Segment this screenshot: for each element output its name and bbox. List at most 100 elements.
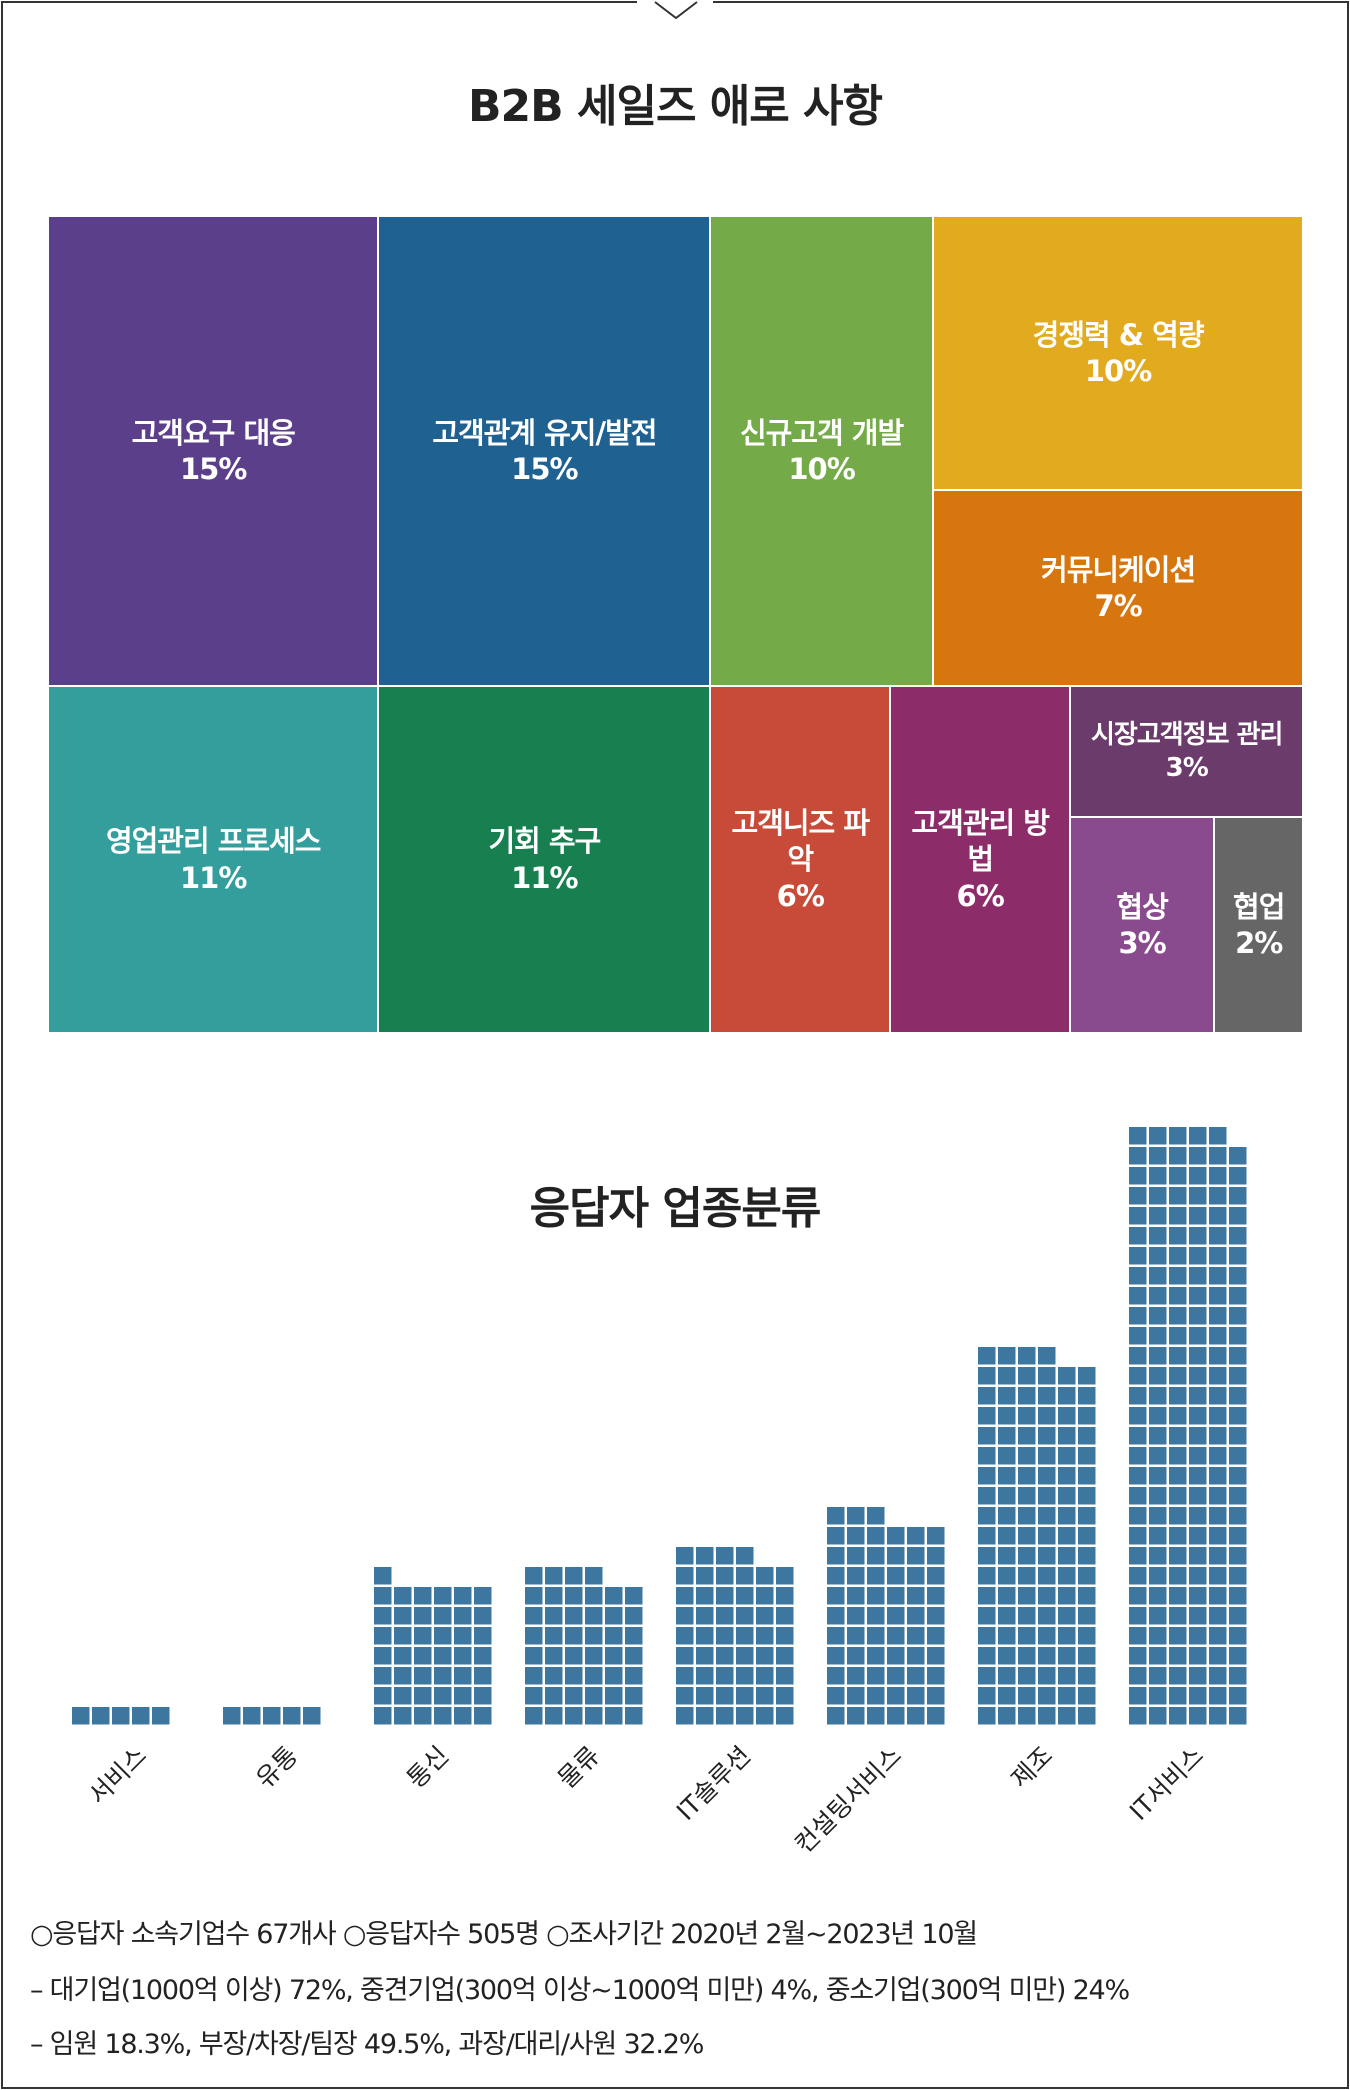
waffle-cell	[1038, 1427, 1056, 1445]
waffle-cell	[1169, 1287, 1187, 1305]
waffle-cell	[696, 1627, 714, 1645]
waffle-cell	[1189, 1267, 1207, 1285]
waffle-cell	[1018, 1407, 1036, 1425]
waffle-cell	[1169, 1707, 1187, 1725]
waffle-cell	[1018, 1647, 1036, 1665]
waffle-cell	[1189, 1447, 1207, 1465]
waffle-cell	[1058, 1707, 1076, 1725]
waffle-cell	[847, 1547, 865, 1565]
waffle-cell	[1189, 1407, 1207, 1425]
waffle-cell	[243, 1707, 261, 1725]
waffle-cell	[565, 1587, 583, 1605]
waffle-cell	[1038, 1407, 1056, 1425]
waffle-cell	[1149, 1667, 1167, 1685]
waffle-cell	[1229, 1387, 1247, 1405]
waffle-cell	[1149, 1167, 1167, 1185]
waffle-cell	[756, 1687, 774, 1705]
waffle-cell	[1129, 1547, 1147, 1565]
cell-label: 고객니즈 파악	[731, 806, 870, 877]
waffle-cell	[1078, 1667, 1096, 1685]
waffle-cell	[474, 1647, 492, 1665]
waffle-cell	[998, 1467, 1016, 1485]
waffle-cell	[1169, 1427, 1187, 1445]
waffle-cell	[394, 1587, 412, 1605]
waffle-cell	[1149, 1267, 1167, 1285]
waffle-cell	[1149, 1707, 1167, 1725]
waffle-cell	[1038, 1387, 1056, 1405]
waffle-cell	[1058, 1627, 1076, 1645]
waffle-cell	[927, 1567, 945, 1585]
treemap-cell: 시장고객정보 관리 3%	[1070, 686, 1304, 817]
waffle-cell	[454, 1667, 472, 1685]
waffle-cell	[1229, 1207, 1247, 1225]
waffle-cell	[998, 1347, 1016, 1365]
waffle-cell	[847, 1507, 865, 1525]
waffle-cell	[827, 1667, 845, 1685]
waffle-cell	[1149, 1547, 1167, 1565]
waffle-cell	[525, 1627, 543, 1645]
waffle-column	[978, 1347, 1096, 1725]
waffle-title: 응답자 업종분류	[529, 1183, 822, 1234]
waffle-cell	[1209, 1707, 1227, 1725]
waffle-cell	[736, 1667, 754, 1685]
waffle-cell	[978, 1647, 996, 1665]
waffle-cell	[998, 1667, 1016, 1685]
waffle-cell	[1189, 1287, 1207, 1305]
waffle-cell	[1129, 1327, 1147, 1345]
waffle-cell	[867, 1607, 885, 1625]
waffle-cell	[1018, 1687, 1036, 1705]
waffle-cell	[414, 1607, 432, 1625]
waffle-cell	[1209, 1187, 1227, 1205]
waffle-cell	[1189, 1507, 1207, 1525]
waffle-cell	[1149, 1607, 1167, 1625]
waffle-cell	[1149, 1687, 1167, 1705]
waffle-column	[374, 1567, 492, 1725]
waffle-cell	[1129, 1147, 1147, 1165]
waffle-cell	[978, 1347, 996, 1365]
waffle-cell	[1229, 1607, 1247, 1625]
treemap-cell: 협상 3%	[1070, 816, 1215, 1033]
waffle-cell	[1129, 1707, 1147, 1725]
waffle-cell	[1189, 1487, 1207, 1505]
waffle-cell	[1229, 1307, 1247, 1325]
waffle-cell	[907, 1647, 925, 1665]
waffle-cell	[1189, 1567, 1207, 1585]
waffle-cell	[414, 1647, 432, 1665]
waffle-cell	[1078, 1507, 1096, 1525]
waffle-cell	[847, 1567, 865, 1585]
waffle-cell	[434, 1667, 452, 1685]
waffle-cell	[847, 1587, 865, 1605]
waffle-cell	[927, 1667, 945, 1685]
waffle-cell	[1169, 1267, 1187, 1285]
waffle-cell	[827, 1687, 845, 1705]
waffle-cell	[1189, 1527, 1207, 1545]
waffle-cell	[716, 1647, 734, 1665]
waffle-cell	[998, 1447, 1016, 1465]
waffle-cell	[827, 1707, 845, 1725]
waffle-cell	[1058, 1387, 1076, 1405]
treemap-cell: 기회 추구 11%	[378, 686, 711, 1033]
waffle-cell	[1189, 1187, 1207, 1205]
waffle-cell	[434, 1587, 452, 1605]
treemap-cell: 고객니즈 파악 6%	[710, 686, 891, 1033]
waffle-cell	[1169, 1307, 1187, 1325]
waffle-cell	[1149, 1467, 1167, 1485]
waffle-cell	[625, 1607, 643, 1625]
waffle-cell	[998, 1647, 1016, 1665]
waffle-cell	[776, 1627, 794, 1645]
waffle-cell	[696, 1687, 714, 1705]
waffle-cell	[1189, 1647, 1207, 1665]
waffle-cell	[374, 1607, 392, 1625]
note: – 대기업(1000억 이상) 72%, 중견기업(300억 이상~1000억 …	[30, 1975, 1130, 2006]
waffle-cell	[152, 1707, 170, 1725]
waffle-cell	[1169, 1247, 1187, 1265]
waffle-cell	[1129, 1447, 1147, 1465]
waffle-cell	[1018, 1707, 1036, 1725]
waffle-cell	[1078, 1627, 1096, 1645]
waffle-cell	[1189, 1667, 1207, 1685]
waffle-cell	[887, 1547, 905, 1565]
waffle-cell	[1129, 1647, 1147, 1665]
waffle-cell	[776, 1587, 794, 1605]
waffle-cell	[676, 1647, 694, 1665]
waffle-cell	[676, 1567, 694, 1585]
